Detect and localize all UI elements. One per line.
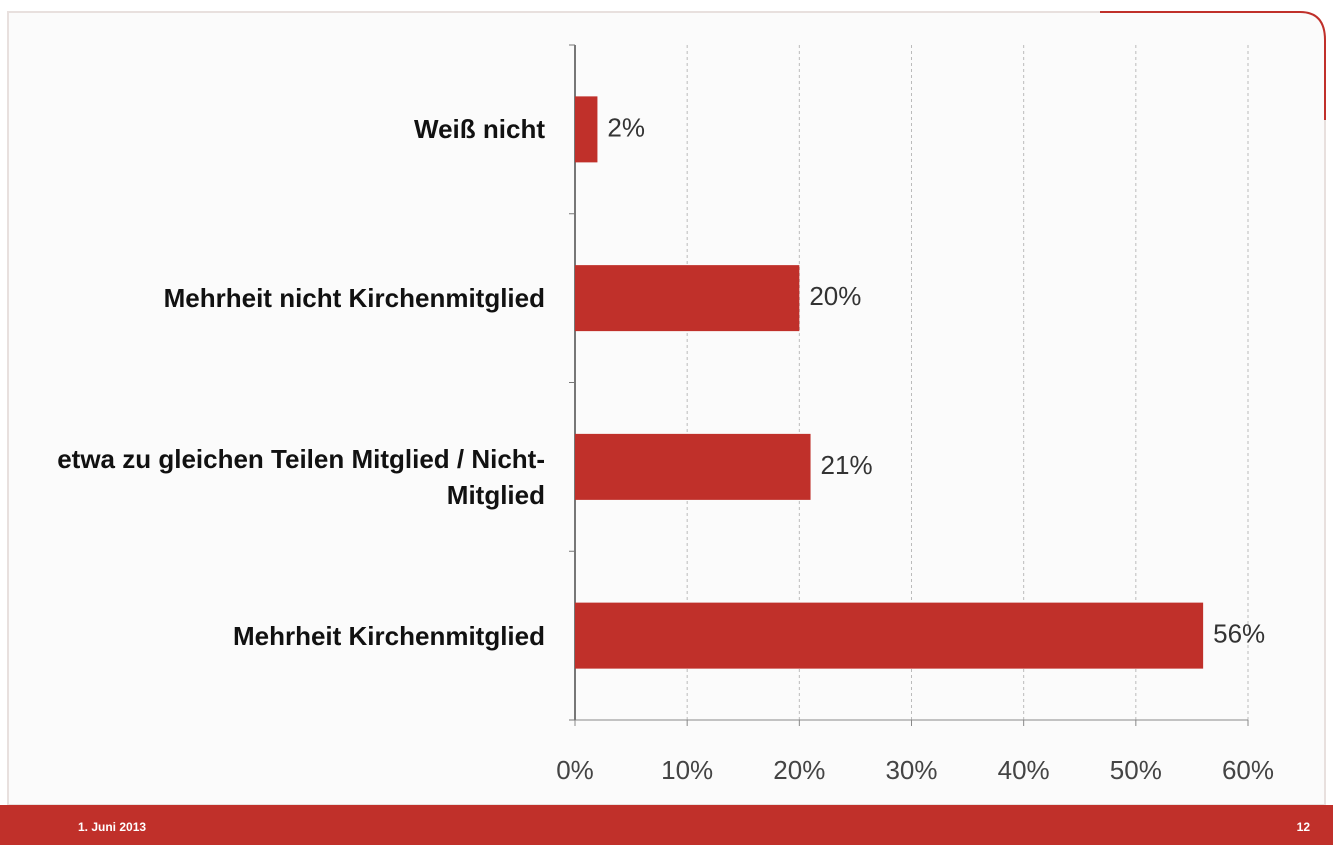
footer-date: 1. Juni 2013 [78,820,146,834]
x-tick-label: 30% [885,755,937,785]
value-label: 21% [821,450,873,480]
bar [575,96,598,163]
x-tick-label: 20% [773,755,825,785]
x-tick-label: 40% [998,755,1050,785]
value-label: 20% [809,281,861,311]
corner-accent [1100,11,1326,120]
footer-bar [0,805,1333,845]
x-tick-label: 60% [1222,755,1274,785]
bar [575,265,800,332]
bar [575,602,1204,669]
category-label: Mehrheit Kirchenmitglied [232,620,545,651]
value-label: 56% [1213,619,1265,649]
category-label: etwa zu gleichen Teilen Mitglied / Nicht… [57,443,545,510]
category-label: Weiß nicht [414,114,545,145]
category-label: Mehrheit nicht Kirchenmitglied [163,283,545,314]
x-tick-label: 10% [661,755,713,785]
footer-page: 12 [1297,820,1311,834]
x-tick-label: 0% [556,755,594,785]
x-tick-label: 50% [1110,755,1162,785]
value-label: 2% [607,112,645,142]
bar [575,433,811,500]
